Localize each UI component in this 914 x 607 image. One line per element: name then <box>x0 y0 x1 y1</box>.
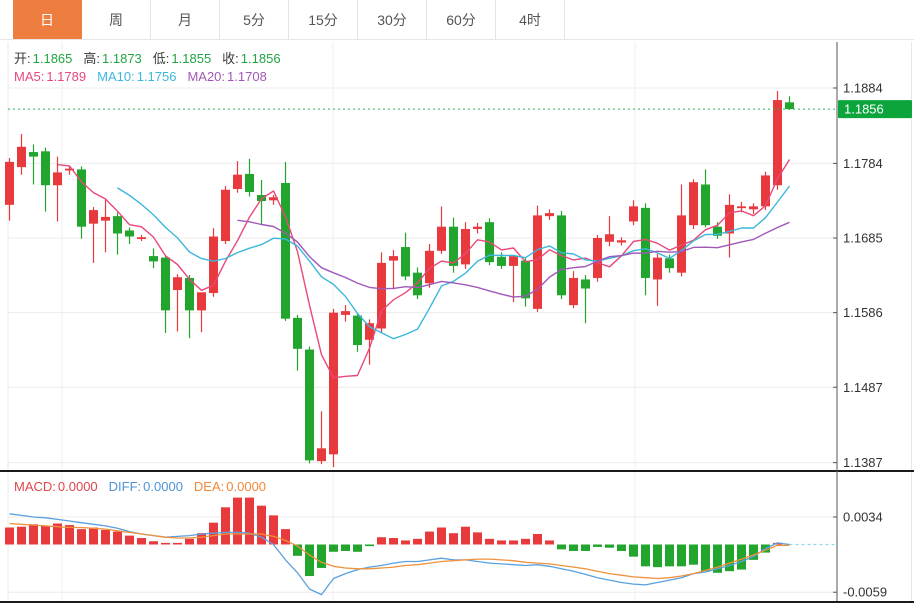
macd-legend: MACD: 0.0000 DIFF: 0.0000 DEA: 0.0000 <box>14 478 277 495</box>
ohlc-item-2: 低: 1.1855 <box>152 51 212 66</box>
current-price-badge: 1.1856 <box>838 100 912 119</box>
ma-item-1: MA10: 1.1756 <box>97 69 177 84</box>
ohlc-item-0: 开: 1.1865 <box>14 51 73 66</box>
candles-layer <box>5 91 794 468</box>
ohlc-legend: 开: 1.1865 高: 1.1873 低: 1.1855 收: 1.1856 <box>14 50 292 67</box>
panel-frame <box>0 470 914 603</box>
svg-text:1.1586: 1.1586 <box>843 305 883 320</box>
macd-item-2: DEA: 0.0000 <box>193 479 267 494</box>
macd-histogram <box>5 497 782 577</box>
ohlc-item-1: 高: 1.1873 <box>83 51 142 66</box>
ma-item-2: MA20: 1.1708 <box>187 69 267 84</box>
svg-text:1.1884: 1.1884 <box>843 81 883 96</box>
dea-line <box>9 522 790 580</box>
svg-text:1.1856: 1.1856 <box>844 102 884 117</box>
ma5-line <box>57 159 791 379</box>
ma10-line <box>117 185 791 340</box>
ma-item-0: MA5: 1.1789 <box>14 69 87 84</box>
tab-timeframe-4[interactable]: 15分 <box>289 0 358 39</box>
macd-item-0: MACD: 0.0000 <box>14 479 98 494</box>
ma20-line <box>237 219 790 298</box>
svg-text:1.1487: 1.1487 <box>843 380 883 395</box>
tab-timeframe-2[interactable]: 月 <box>151 0 220 39</box>
tab-timeframe-0[interactable]: 日 <box>13 0 82 39</box>
svg-text:1.1784: 1.1784 <box>843 156 883 171</box>
svg-text:-0.0059: -0.0059 <box>843 585 887 600</box>
svg-text:0.0034: 0.0034 <box>843 510 883 525</box>
ohlc-item-3: 收: 1.1856 <box>222 51 281 66</box>
timeframe-tabbar: 日周月 5分 15分 30分 60分 4时 <box>0 0 914 40</box>
tab-timeframe-3[interactable]: 5分 <box>220 0 289 39</box>
ma-legend: MA5: 1.1789 MA10: 1.1756 MA20: 1.1708 <box>14 68 278 85</box>
tab-timeframe-1[interactable]: 周 <box>82 0 151 39</box>
svg-text:1.1387: 1.1387 <box>843 455 883 470</box>
tab-timeframe-6[interactable]: 60分 <box>427 0 496 39</box>
tab-timeframe-7[interactable]: 4时 <box>496 0 565 39</box>
tab-timeframe-5[interactable]: 30分 <box>358 0 427 39</box>
price-axis: 1.1884 1.1784 1.1685 1.1586 1.1487 1.1387 0.00… <box>833 42 887 601</box>
macd-item-1: DIFF: 0.0000 <box>108 479 183 494</box>
svg-text:1.1685: 1.1685 <box>843 231 883 246</box>
